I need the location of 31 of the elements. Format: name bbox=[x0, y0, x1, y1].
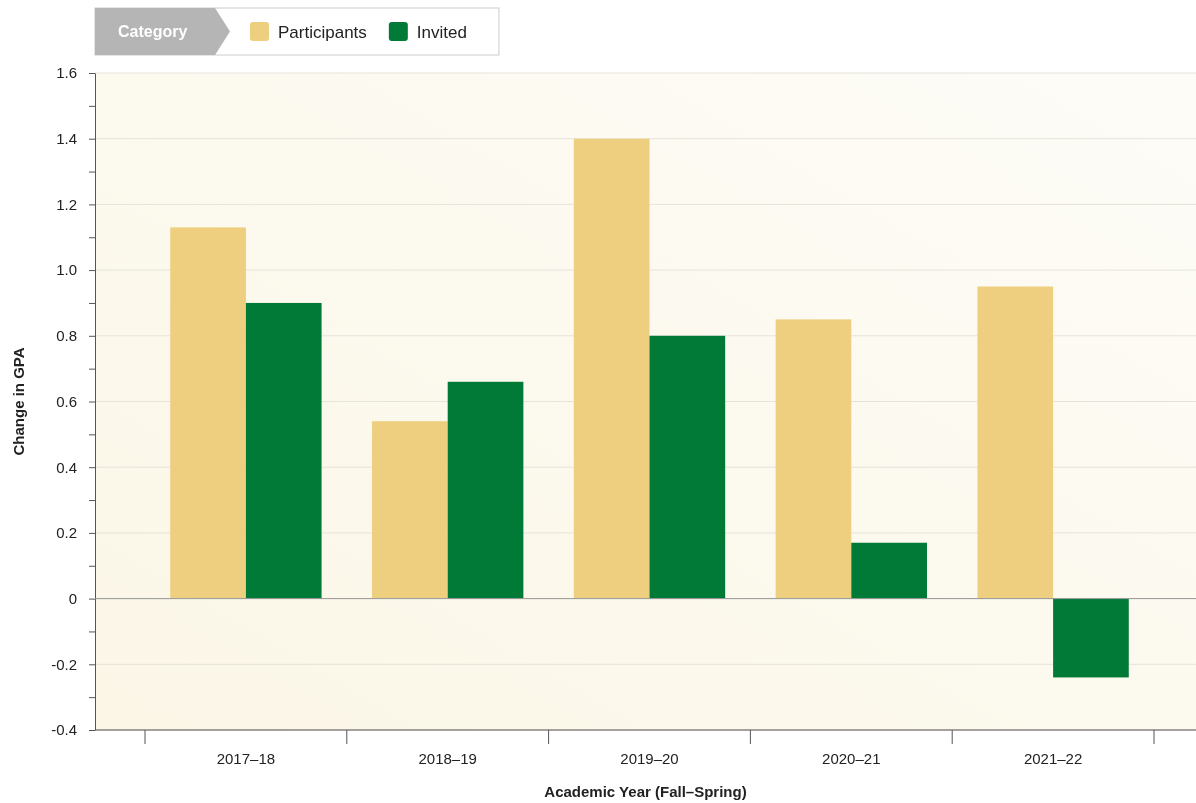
y-tick-label: 0.4 bbox=[56, 458, 77, 476]
y-axis-title: Change in GPA bbox=[10, 347, 27, 456]
y-tick-label: 0.8 bbox=[56, 327, 77, 345]
bar bbox=[447, 381, 524, 599]
x-axis-title: Academic Year (Fall–Spring) bbox=[544, 783, 747, 800]
y-tick-label: 1.6 bbox=[56, 64, 77, 82]
y-tick-label: -0.2 bbox=[51, 655, 77, 673]
bar bbox=[245, 302, 322, 599]
legend-title: Category bbox=[118, 23, 188, 40]
bar bbox=[851, 542, 927, 599]
x-tick-label: 2017–18 bbox=[216, 750, 276, 767]
bar bbox=[573, 138, 650, 599]
bar bbox=[170, 227, 246, 599]
bar bbox=[1053, 598, 1129, 678]
x-tick-label: 2020–21 bbox=[822, 750, 881, 767]
bar bbox=[372, 421, 448, 599]
y-tick-label: 1.0 bbox=[56, 261, 77, 279]
y-tick-label: 1.4 bbox=[56, 130, 77, 147]
bar bbox=[977, 286, 1054, 599]
x-tick-label: 2018–19 bbox=[418, 750, 477, 767]
y-tick-label: 1.2 bbox=[56, 195, 77, 213]
bar bbox=[649, 335, 726, 599]
x-tick-label: 2019–20 bbox=[620, 750, 679, 767]
bar bbox=[775, 319, 852, 599]
y-tick-label: 0.2 bbox=[56, 524, 77, 542]
y-tick-label: -0.4 bbox=[51, 721, 77, 739]
legend-label: Participants bbox=[278, 23, 367, 42]
x-tick-label: 2021–22 bbox=[1023, 750, 1083, 767]
legend-label: Invited bbox=[416, 23, 467, 42]
y-tick-label: 0 bbox=[68, 589, 77, 607]
y-tick-label: 0.6 bbox=[56, 392, 77, 410]
